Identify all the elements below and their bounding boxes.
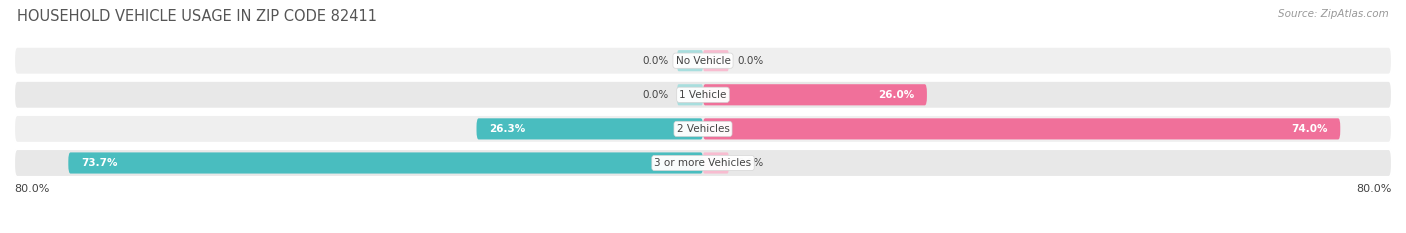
Text: 80.0%: 80.0%: [1357, 184, 1392, 194]
Text: 3 or more Vehicles: 3 or more Vehicles: [654, 158, 752, 168]
FancyBboxPatch shape: [703, 84, 927, 105]
FancyBboxPatch shape: [14, 115, 1392, 143]
FancyBboxPatch shape: [703, 118, 1340, 140]
FancyBboxPatch shape: [678, 84, 703, 105]
Text: 26.3%: 26.3%: [489, 124, 526, 134]
FancyBboxPatch shape: [14, 149, 1392, 177]
Text: 80.0%: 80.0%: [14, 184, 49, 194]
FancyBboxPatch shape: [14, 47, 1392, 75]
Text: 74.0%: 74.0%: [1291, 124, 1327, 134]
Text: 0.0%: 0.0%: [643, 90, 669, 100]
Text: 26.0%: 26.0%: [877, 90, 914, 100]
Text: Source: ZipAtlas.com: Source: ZipAtlas.com: [1278, 9, 1389, 19]
FancyBboxPatch shape: [703, 152, 728, 174]
FancyBboxPatch shape: [703, 50, 728, 71]
Text: 1 Vehicle: 1 Vehicle: [679, 90, 727, 100]
Text: No Vehicle: No Vehicle: [675, 56, 731, 66]
Text: 0.0%: 0.0%: [643, 56, 669, 66]
Text: 73.7%: 73.7%: [82, 158, 118, 168]
Text: HOUSEHOLD VEHICLE USAGE IN ZIP CODE 82411: HOUSEHOLD VEHICLE USAGE IN ZIP CODE 8241…: [17, 9, 377, 24]
Text: 0.0%: 0.0%: [738, 56, 763, 66]
FancyBboxPatch shape: [678, 50, 703, 71]
FancyBboxPatch shape: [477, 118, 703, 140]
FancyBboxPatch shape: [69, 152, 703, 174]
Text: 0.0%: 0.0%: [738, 158, 763, 168]
Text: 2 Vehicles: 2 Vehicles: [676, 124, 730, 134]
FancyBboxPatch shape: [14, 81, 1392, 109]
Legend: Owner-occupied, Renter-occupied: Owner-occupied, Renter-occupied: [585, 230, 821, 233]
